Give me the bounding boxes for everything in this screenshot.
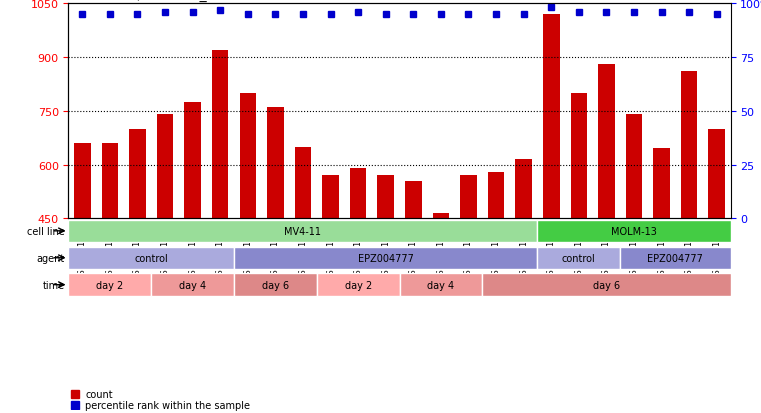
Bar [240, 94, 256, 219]
Bar [322, 176, 339, 219]
Bar [571, 94, 587, 219]
FancyBboxPatch shape [151, 274, 234, 296]
Bar [267, 108, 284, 219]
Text: EPZ004777: EPZ004777 [358, 253, 414, 263]
Text: count: count [85, 389, 113, 399]
FancyBboxPatch shape [620, 247, 731, 269]
Text: day 4: day 4 [428, 280, 454, 290]
FancyBboxPatch shape [234, 247, 537, 269]
Bar [653, 149, 670, 219]
Text: control: control [562, 253, 596, 263]
FancyBboxPatch shape [68, 247, 234, 269]
FancyBboxPatch shape [68, 274, 151, 296]
Bar [101, 144, 118, 219]
FancyBboxPatch shape [537, 247, 620, 269]
Text: cell line: cell line [27, 226, 65, 236]
Bar [129, 129, 145, 219]
Bar [405, 181, 422, 219]
Text: control: control [135, 253, 168, 263]
Text: MOLM-13: MOLM-13 [611, 226, 657, 236]
Bar [708, 129, 725, 219]
Bar [515, 160, 532, 219]
Bar [681, 72, 697, 219]
Bar [432, 214, 449, 219]
Text: day 6: day 6 [593, 280, 620, 290]
Bar [157, 115, 174, 219]
Bar [184, 102, 201, 219]
Bar [212, 51, 228, 219]
Bar [74, 144, 91, 219]
Bar [543, 15, 559, 219]
Text: percentile rank within the sample: percentile rank within the sample [85, 400, 250, 410]
Bar [460, 176, 476, 219]
Text: MV4-11: MV4-11 [285, 226, 321, 236]
FancyBboxPatch shape [482, 274, 731, 296]
FancyBboxPatch shape [400, 274, 482, 296]
FancyBboxPatch shape [537, 220, 731, 242]
Bar [598, 65, 615, 219]
Text: time: time [43, 280, 65, 290]
FancyBboxPatch shape [234, 274, 317, 296]
FancyBboxPatch shape [317, 274, 400, 296]
Bar [377, 176, 394, 219]
Bar [295, 147, 311, 219]
Text: GDS4290 / 219802_at: GDS4290 / 219802_at [68, 0, 221, 2]
Bar [350, 169, 366, 219]
Bar [626, 115, 642, 219]
Text: day 2: day 2 [96, 280, 123, 290]
Text: day 4: day 4 [179, 280, 206, 290]
Text: day 6: day 6 [262, 280, 289, 290]
FancyBboxPatch shape [68, 220, 537, 242]
Bar [488, 172, 505, 219]
Text: agent: agent [37, 253, 65, 263]
Text: EPZ004777: EPZ004777 [648, 253, 703, 263]
Text: day 2: day 2 [345, 280, 372, 290]
